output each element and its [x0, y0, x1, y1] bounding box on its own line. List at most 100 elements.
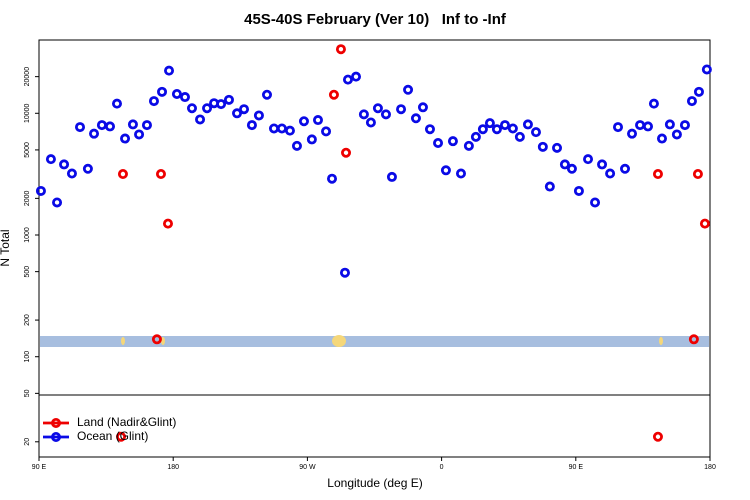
point	[171, 89, 182, 100]
x-tick-label: 0	[440, 464, 444, 471]
point	[216, 99, 227, 110]
point	[195, 114, 206, 125]
legend-label: Ocean (Glint)	[77, 429, 148, 443]
y-tick-label: 20	[24, 438, 31, 446]
point	[652, 431, 663, 442]
point	[424, 124, 435, 135]
point	[671, 129, 682, 140]
x-tick-label: 180	[704, 464, 716, 471]
point	[403, 84, 414, 95]
point	[155, 169, 166, 180]
x-tick-label: 180	[167, 464, 179, 471]
point	[335, 44, 346, 55]
point	[116, 431, 127, 442]
x-tick-label: 90 W	[299, 464, 316, 471]
point	[134, 129, 145, 140]
point	[686, 96, 697, 107]
point	[59, 159, 70, 170]
point	[635, 120, 646, 131]
point	[537, 141, 548, 152]
point	[186, 103, 197, 114]
point	[341, 147, 352, 158]
point	[433, 137, 444, 148]
point	[291, 140, 302, 151]
y-tick-label: 1000	[24, 227, 31, 243]
point	[679, 120, 690, 131]
spot	[161, 337, 165, 345]
point	[342, 74, 353, 85]
point	[82, 163, 93, 174]
point	[566, 163, 577, 174]
band	[40, 336, 709, 347]
point	[164, 65, 175, 76]
y-tick-label: 500	[24, 266, 31, 278]
y-tick-label: 20000	[24, 67, 31, 87]
chart-title: 45S-40S February (Ver 10) Inf to -Inf	[244, 11, 507, 28]
point	[455, 168, 466, 179]
point	[321, 126, 332, 137]
point	[284, 125, 295, 136]
point	[688, 334, 699, 345]
point	[127, 119, 138, 130]
point	[148, 96, 159, 107]
point	[484, 118, 495, 129]
point	[701, 64, 712, 75]
point	[157, 86, 168, 97]
point	[652, 169, 663, 180]
y-tick-label: 50	[24, 389, 31, 397]
point	[590, 197, 601, 208]
point	[491, 124, 502, 135]
point	[499, 120, 510, 131]
point	[312, 115, 323, 126]
point	[440, 165, 451, 176]
point	[605, 168, 616, 179]
point	[365, 117, 376, 128]
point	[463, 140, 474, 151]
point	[417, 102, 428, 113]
point	[692, 169, 703, 180]
y-tick-label: 10000	[24, 103, 31, 123]
point	[447, 136, 458, 147]
x-tick-label: 90 E	[32, 464, 47, 471]
point	[253, 110, 264, 121]
point	[239, 104, 250, 115]
point	[223, 94, 234, 105]
point	[514, 131, 525, 142]
point	[111, 98, 122, 109]
point	[358, 109, 369, 120]
point	[410, 113, 421, 124]
point	[162, 218, 173, 229]
point	[372, 103, 383, 114]
point	[627, 128, 638, 139]
point	[552, 142, 563, 153]
point	[396, 104, 407, 115]
y-axis-label: N Total	[0, 229, 12, 266]
point	[35, 185, 46, 196]
point	[117, 169, 128, 180]
spot	[659, 337, 663, 345]
point	[648, 98, 659, 109]
point	[179, 92, 190, 103]
point	[120, 133, 131, 144]
band-spots	[121, 335, 663, 347]
point	[328, 89, 339, 100]
point	[96, 120, 107, 131]
point	[507, 123, 518, 134]
point	[699, 218, 710, 229]
legend-label: Land (Nadir&Glint)	[77, 415, 176, 429]
point	[75, 122, 86, 133]
point	[339, 267, 350, 278]
point	[276, 123, 287, 134]
point	[380, 109, 391, 120]
point	[664, 119, 675, 130]
point	[620, 163, 631, 174]
point	[327, 173, 338, 184]
point	[530, 127, 541, 138]
point	[268, 123, 279, 134]
point	[522, 119, 533, 130]
y-tick-label: 2000	[24, 190, 31, 206]
point	[386, 171, 397, 182]
point	[642, 121, 653, 132]
point	[45, 154, 56, 165]
point	[656, 133, 667, 144]
